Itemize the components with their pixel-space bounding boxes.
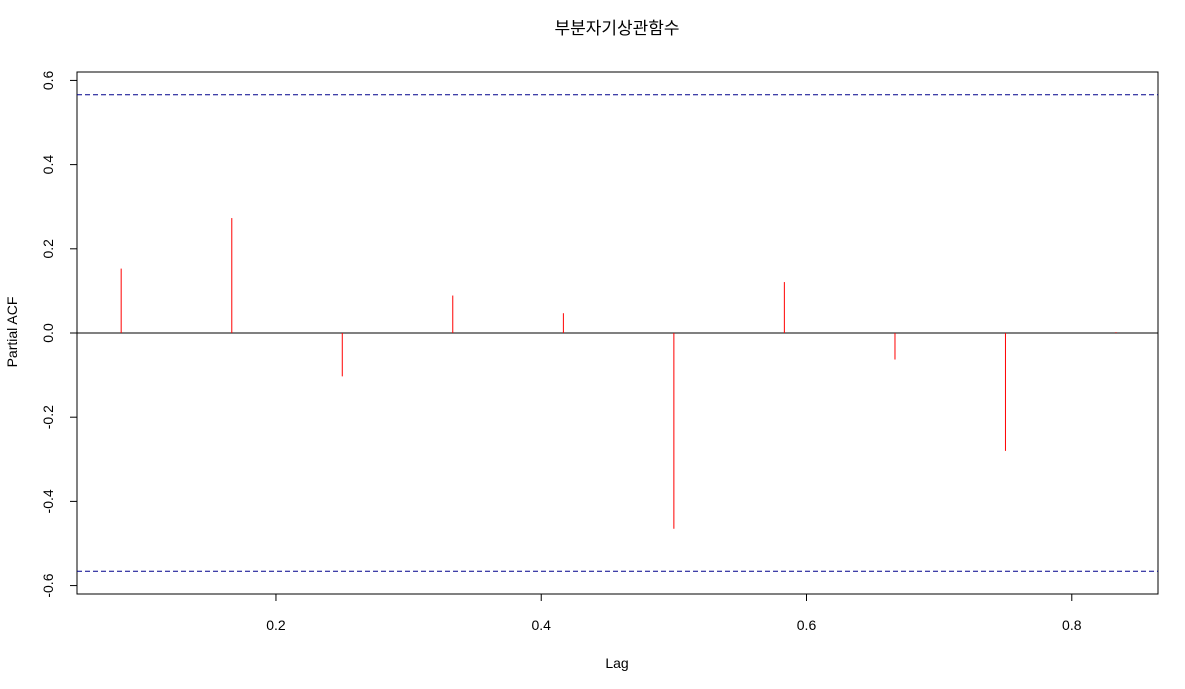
y-tick-label: -0.6 <box>40 573 56 597</box>
y-tick-label: 0.2 <box>40 239 56 259</box>
y-tick-label: -0.2 <box>40 405 56 429</box>
x-axis-title: Lag <box>605 655 628 671</box>
x-tick-label: 0.4 <box>531 617 551 633</box>
y-axis-title: Partial ACF <box>4 297 20 368</box>
x-tick-label: 0.6 <box>797 617 817 633</box>
chart-marks: 0.2 0.4 0.6 0.8 -0.6 -0.4 -0.2 0.0 0.2 0.4 0.6 <box>40 70 1158 633</box>
y-tick-label: -0.4 <box>40 489 56 513</box>
y-tick-label: 0.0 <box>40 323 56 343</box>
x-tick-label: 0.8 <box>1062 617 1082 633</box>
chart-title: 부분자기상관함수 <box>554 19 679 39</box>
y-tick-label: 0.6 <box>40 70 56 90</box>
y-tick-label: 0.4 <box>40 155 56 175</box>
x-tick-label: 0.2 <box>266 617 286 633</box>
